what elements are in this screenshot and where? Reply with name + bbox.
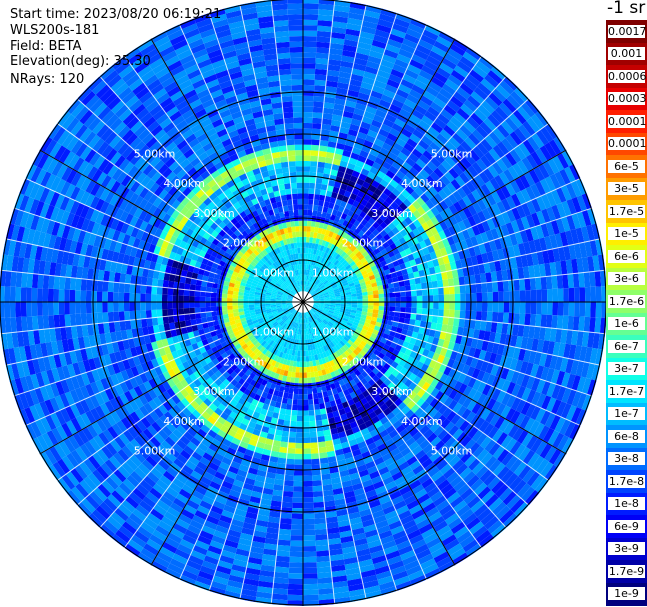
ring-label: 5.00km [431,148,473,161]
colorbar-tick-label: 1e-6 [608,317,645,331]
colorbar-tick-label: 6e-5 [608,159,645,173]
ring-label: 1.00km [253,266,295,279]
ring-label: 2.00km [342,355,384,368]
ring-label: 3.00km [193,385,235,398]
colorbar-tick-label: 1.7e-8 [608,474,645,488]
colorbar-tick-label: 3e-5 [608,182,645,196]
ring-label: 3.00km [371,385,413,398]
azimuth-spoke [302,301,567,455]
colorbar-tick-label: 1e-9 [608,587,645,601]
colorbar-tick-label: 0.0001 [608,137,647,151]
colorbar-tick-label: 1e-7 [608,407,645,421]
ring-label: 4.00km [163,415,205,428]
colorbar-tick-label: 0.001 [608,47,645,61]
ring-label: 1.00km [253,326,295,339]
ppi-polar-plot: 1.00km 1.00km 1.00km 1.00km 2.00km 2.00km 2.00… [0,0,606,606]
ring-label: 5.00km [134,148,176,161]
nrays-text: NRays: 120 [10,72,85,87]
ring-label: 2.00km [223,355,265,368]
azimuth-spoke [150,301,304,566]
ring-label: 4.00km [401,177,443,190]
colorbar-tick-label: 1e-8 [608,497,645,511]
azimuth-spoke [39,301,304,455]
colorbar-tick-label: 6e-7 [608,339,645,353]
colorbar-tick-label: 3e-9 [608,542,645,556]
azimuth-spoke [302,149,567,303]
ring-label: 5.00km [134,444,176,457]
colorbar-tick-label: 3e-8 [608,452,645,466]
colorbar-tick-label: 0.0017 [608,24,647,38]
colorbar-tick-label: 3e-6 [608,272,645,286]
elevation-text: Elevation(deg): 35.30 [10,54,151,69]
colorbar-unit-label: -1 sr [607,0,646,18]
colorbar-tick-label: 1.7e-7 [608,384,645,398]
start-time-text: Start time: 2023/08/20 06:19:21 [10,7,222,22]
colorbar-tick-label: 1.7e-5 [608,204,645,218]
colorbar-tick-label: 6e-6 [608,249,645,263]
ring-label: 5.00km [431,444,473,457]
ring-label: 3.00km [371,207,413,220]
colorbar-tick-label: 3e-7 [608,362,645,376]
beta-field-cells [0,0,606,606]
ring-label: 2.00km [223,237,265,250]
azimuth-spoke [39,149,304,303]
colorbar-tick-label: 0.00017 [608,114,647,128]
ring-label: 2.00km [342,237,384,250]
azimuth-spoke [150,38,304,303]
ring-label: 1.00km [312,266,354,279]
colorbar: 0.0017 0.001 0.0006 0.0003 0.00017 0.0001 6e-5… [606,20,647,606]
colorbar-tick-label: 1.7e-6 [608,294,645,308]
ring-label: 4.00km [163,177,205,190]
azimuth-spoke [302,301,456,566]
instrument-name: WLS200s-181 [10,23,100,38]
colorbar-tick-label: 6e-9 [608,519,645,533]
colorbar-tick-label: 0.0003 [608,92,647,106]
colorbar-tick-label: 0.0006 [608,69,647,83]
ring-label: 1.00km [312,326,354,339]
field-text: Field: BETA [10,39,82,54]
ring-label: 3.00km [193,207,235,220]
colorbar-tick-label: 1.7e-9 [608,564,645,578]
ring-label: 4.00km [401,415,443,428]
colorbar-tick-label: 6e-8 [608,429,645,443]
colorbar-tick-label: 1e-5 [608,227,645,241]
azimuth-spoke [302,38,456,303]
